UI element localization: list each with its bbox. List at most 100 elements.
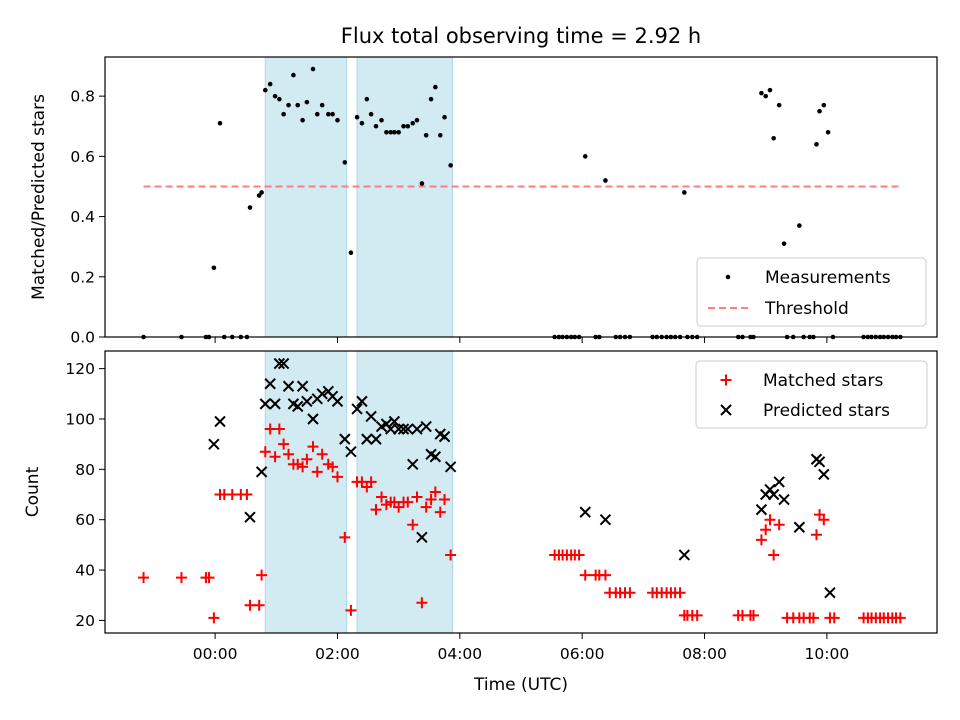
chart-title: Flux total observing time = 2.92 h xyxy=(341,24,701,48)
top-legend: Measurements Threshold xyxy=(696,257,927,327)
matched-star-point xyxy=(138,572,150,584)
matched-star-point xyxy=(269,451,281,463)
x-tick-label: 08:00 xyxy=(682,645,727,663)
matched-star-point xyxy=(579,569,591,581)
matched-star-point xyxy=(301,453,313,465)
matched-star-point xyxy=(175,572,187,584)
y-tick-label: 20 xyxy=(75,612,95,630)
predicted-star-point xyxy=(269,398,281,410)
measurement-point xyxy=(281,111,286,117)
measurement-point xyxy=(388,129,393,135)
measurement-point xyxy=(262,87,268,93)
measurement-point xyxy=(354,114,360,120)
top-plot-frame xyxy=(104,56,938,338)
predicted-star-point xyxy=(767,488,780,501)
measurement-point xyxy=(359,120,365,126)
matched-star-point xyxy=(434,506,446,518)
measurement-point xyxy=(437,132,443,138)
measurement-point xyxy=(682,190,687,195)
predicted-star-point xyxy=(420,420,432,433)
predicted-star-point xyxy=(282,380,295,392)
matched-star-point xyxy=(402,496,414,508)
measurement-point xyxy=(763,93,769,99)
predicted-star-point xyxy=(208,438,220,450)
predicted-star-point xyxy=(818,468,830,481)
matched-star-point xyxy=(331,471,343,483)
predicted-star-point xyxy=(388,415,401,428)
bottom-y-axis-ticks: 20 40 60 80 100 120 xyxy=(65,360,105,630)
matched-star-point xyxy=(283,448,295,460)
predicted-star-point xyxy=(773,476,785,488)
matched-star-point xyxy=(253,599,265,611)
measurement-point xyxy=(392,129,397,135)
matched-star-point xyxy=(573,549,585,561)
measurement-point xyxy=(286,102,291,108)
predicted-star-point xyxy=(259,398,271,410)
matched-star-point xyxy=(818,514,830,526)
legend-matched-label: Matched stars xyxy=(763,371,883,391)
measurement-points xyxy=(141,66,903,340)
predicted-star-point xyxy=(411,423,423,435)
measurement-point xyxy=(277,96,282,102)
predicted-star-point xyxy=(444,461,457,473)
x-tick-label: 04:00 xyxy=(437,645,482,663)
measurement-point xyxy=(247,205,253,210)
matched-star-point xyxy=(256,569,268,581)
measurement-point xyxy=(325,111,331,117)
predicted-star-point xyxy=(407,458,419,471)
matched-star-point xyxy=(327,461,339,473)
predicted-star-point xyxy=(351,403,363,415)
predicted-star-point xyxy=(402,423,414,435)
predicted-star-point xyxy=(397,423,410,435)
matched-star-point xyxy=(429,486,441,498)
x-axis-label: Time (UTC) xyxy=(473,675,568,695)
measurement-point xyxy=(364,96,370,102)
predicted-star-point xyxy=(678,549,691,561)
top-y-axis-ticks: 0.0 0.2 0.4 0.6 0.8 xyxy=(70,88,105,347)
measurement-point xyxy=(368,111,374,117)
y-tick-label: 40 xyxy=(75,562,95,580)
y-tick-label: 0.0 xyxy=(70,329,95,347)
measurement-point xyxy=(414,117,420,123)
predicted-star-point xyxy=(755,503,768,516)
matched-star-point xyxy=(297,461,309,473)
top-shaded-intervals xyxy=(264,56,453,338)
matched-star-point xyxy=(807,612,819,624)
shaded-interval xyxy=(356,56,453,338)
predicted-star-point xyxy=(307,413,319,425)
predicted-star-point xyxy=(392,423,405,435)
predicted-star-point xyxy=(824,587,836,599)
x-tick-label: 00:00 xyxy=(193,645,238,663)
measurement-point xyxy=(319,102,325,108)
predicted-star-point xyxy=(214,415,226,428)
measurement-point xyxy=(442,114,447,120)
matched-star-point xyxy=(894,612,906,624)
predicted-star-point xyxy=(793,521,806,533)
predicted-star-point xyxy=(331,395,344,408)
matched-star-point xyxy=(828,612,840,624)
measurement-point xyxy=(259,190,264,195)
y-tick-label: 0.2 xyxy=(70,268,95,286)
predicted-star-point xyxy=(277,357,290,370)
measurement-point xyxy=(448,163,453,168)
matched-star-point xyxy=(307,441,319,453)
measurement-point xyxy=(423,132,429,138)
measurement-point xyxy=(797,223,802,228)
predicted-star-point xyxy=(296,380,309,392)
matched-star-point xyxy=(407,519,419,531)
predicted-star-point xyxy=(255,466,268,478)
matched-star-point xyxy=(425,494,437,506)
measurement-point xyxy=(314,111,320,117)
predicted-star-point xyxy=(361,433,373,445)
matched-star-point xyxy=(439,494,451,506)
matched-star-point xyxy=(760,524,772,536)
measurement-point xyxy=(348,250,354,255)
measurement-point xyxy=(776,102,782,108)
measurement-point xyxy=(759,90,764,96)
top-x-axis-ticks xyxy=(214,337,828,343)
matched-star-point xyxy=(208,612,220,624)
predicted-star-point xyxy=(339,433,351,445)
measurement-point xyxy=(330,111,335,117)
measurement-point xyxy=(410,120,416,126)
